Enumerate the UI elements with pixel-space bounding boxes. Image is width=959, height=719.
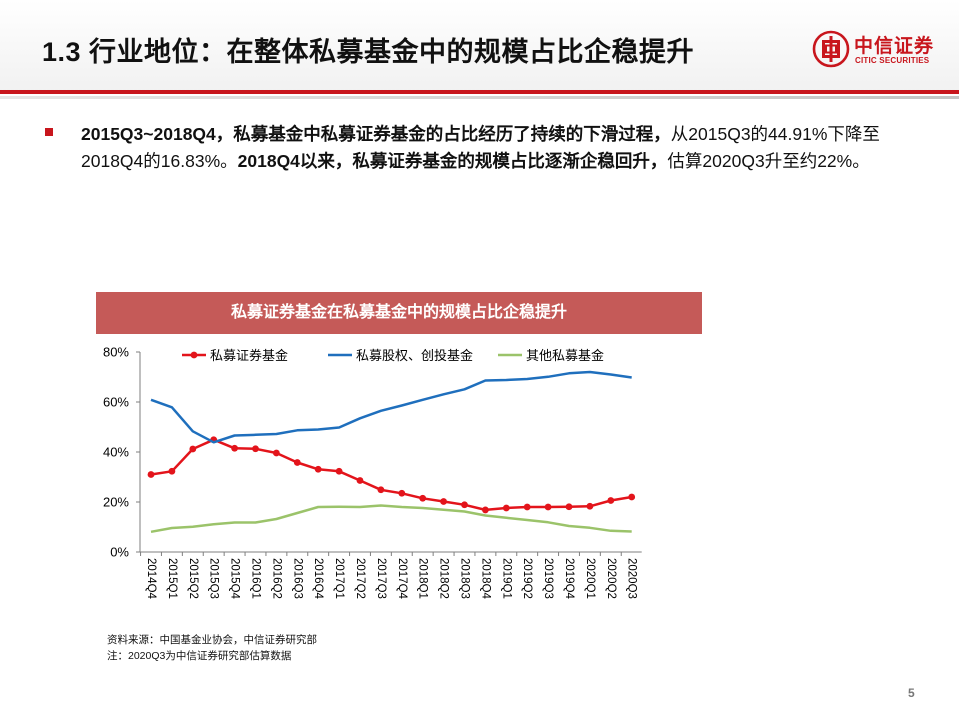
x-tick-label: 2016Q4 bbox=[312, 558, 324, 600]
legend-label-3: 其他私募基金 bbox=[526, 348, 604, 363]
data-point bbox=[189, 445, 197, 453]
legend-label-1: 私募证券基金 bbox=[210, 348, 288, 363]
y-tick-label: 40% bbox=[103, 445, 129, 460]
data-point bbox=[440, 498, 447, 505]
x-tick-label: 2019Q1 bbox=[500, 558, 512, 599]
summary-bullet: 2015Q3~2018Q4，私募基金中私募证券基金的占比经历了持续的下滑过程，从… bbox=[45, 121, 925, 175]
data-point bbox=[168, 467, 176, 475]
x-tick-label: 2017Q3 bbox=[375, 558, 387, 599]
source-line: 资料来源：中国基金业协会，中信证券研究部 bbox=[107, 634, 317, 646]
x-tick-label: 2019Q3 bbox=[542, 558, 554, 599]
bullet-square-icon bbox=[45, 128, 53, 136]
data-point bbox=[607, 497, 615, 504]
citic-logo: 中信证券 CITIC SECURITIES bbox=[812, 30, 944, 70]
data-point bbox=[482, 506, 489, 514]
x-tick-label: 2018Q4 bbox=[479, 558, 491, 600]
data-point bbox=[398, 489, 406, 497]
x-tick-label: 2015Q1 bbox=[166, 558, 178, 599]
source-notes: 资料来源：中国基金业协会，中信证券研究部 注：2020Q3为中信证券研究部估算数… bbox=[107, 632, 317, 664]
data-point bbox=[586, 502, 594, 510]
x-tick-label: 2017Q1 bbox=[333, 558, 345, 599]
x-tick-label: 2019Q2 bbox=[521, 558, 533, 599]
header-band bbox=[0, 0, 959, 92]
data-point bbox=[273, 449, 280, 457]
summary-normal-1: 从2015Q3的44.91%下降至2018Q4的16.83%。 bbox=[81, 124, 880, 171]
summary-text: 2015Q3~2018Q4，私募基金中私募证券基金的占比经历了持续的下滑过程，从… bbox=[81, 121, 925, 175]
data-point bbox=[314, 465, 322, 473]
note-line: 注：2020Q3为中信证券研究部估算数据 bbox=[107, 650, 292, 662]
legend-marker bbox=[190, 351, 198, 359]
y-tick-label: 80% bbox=[103, 345, 129, 360]
data-point bbox=[252, 445, 259, 453]
y-tick-label: 20% bbox=[103, 495, 129, 510]
x-tick-label: 2020Q2 bbox=[605, 558, 617, 599]
data-point bbox=[377, 486, 385, 494]
data-point bbox=[356, 477, 364, 484]
series-line-3 bbox=[150, 504, 632, 534]
data-point bbox=[565, 503, 573, 511]
data-point bbox=[419, 494, 427, 502]
x-tick-label: 2016Q3 bbox=[291, 558, 303, 599]
x-tick-label: 2018Q1 bbox=[417, 558, 429, 599]
y-tick-label: 0% bbox=[110, 545, 129, 560]
data-point bbox=[502, 504, 510, 512]
x-tick-label: 2015Q4 bbox=[229, 558, 241, 600]
data-point bbox=[523, 503, 531, 511]
data-point bbox=[335, 467, 343, 475]
data-point bbox=[231, 444, 239, 452]
legend-label-2: 私募股权、创投基金 bbox=[356, 348, 473, 363]
data-point bbox=[293, 459, 301, 466]
data-point bbox=[147, 471, 155, 478]
header-divider-red bbox=[0, 90, 959, 94]
header-divider-grey bbox=[0, 96, 959, 99]
summary-bold-2: 2018Q4以来，私募证券基金的规模占比逐渐企稳回升， bbox=[237, 151, 668, 171]
x-tick-label: 2014Q4 bbox=[145, 558, 157, 600]
x-tick-label: 2019Q4 bbox=[563, 558, 575, 600]
data-point bbox=[461, 501, 468, 509]
summary-normal-2: 估算2020Q3升至约22%。 bbox=[667, 151, 870, 171]
x-tick-label: 2016Q1 bbox=[249, 558, 261, 599]
citic-emblem-icon bbox=[812, 30, 850, 68]
x-tick-label: 2017Q4 bbox=[396, 558, 408, 600]
series-line-2 bbox=[150, 370, 632, 444]
page-title: 1.3 行业地位：在整体私募基金中的规模占比企稳提升 bbox=[42, 37, 695, 67]
chart-title-banner: 私募证券基金在私募基金中的规模占比企稳提升 bbox=[96, 292, 702, 334]
x-tick-label: 2016Q2 bbox=[270, 558, 282, 599]
logo-chinese-name: 中信证券 bbox=[854, 35, 935, 57]
series-line-1 bbox=[150, 438, 632, 512]
data-point bbox=[544, 503, 552, 511]
x-tick-label: 2017Q2 bbox=[354, 558, 366, 599]
x-tick-label: 2020Q1 bbox=[584, 558, 596, 599]
summary-bold-1: 2015Q3~2018Q4，私募基金中私募证券基金的占比经历了持续的下滑过程， bbox=[81, 124, 671, 144]
x-tick-label: 2018Q3 bbox=[458, 558, 470, 599]
x-tick-label: 2018Q2 bbox=[438, 558, 450, 599]
x-tick-label: 2015Q3 bbox=[208, 558, 220, 599]
y-tick-label: 60% bbox=[103, 395, 129, 410]
data-point bbox=[628, 493, 636, 501]
logo-english-name: CITIC SECURITIES bbox=[855, 56, 930, 65]
x-tick-label: 2020Q3 bbox=[626, 558, 638, 599]
x-tick-label: 2015Q2 bbox=[187, 558, 199, 599]
page-number: 5 bbox=[908, 686, 915, 700]
